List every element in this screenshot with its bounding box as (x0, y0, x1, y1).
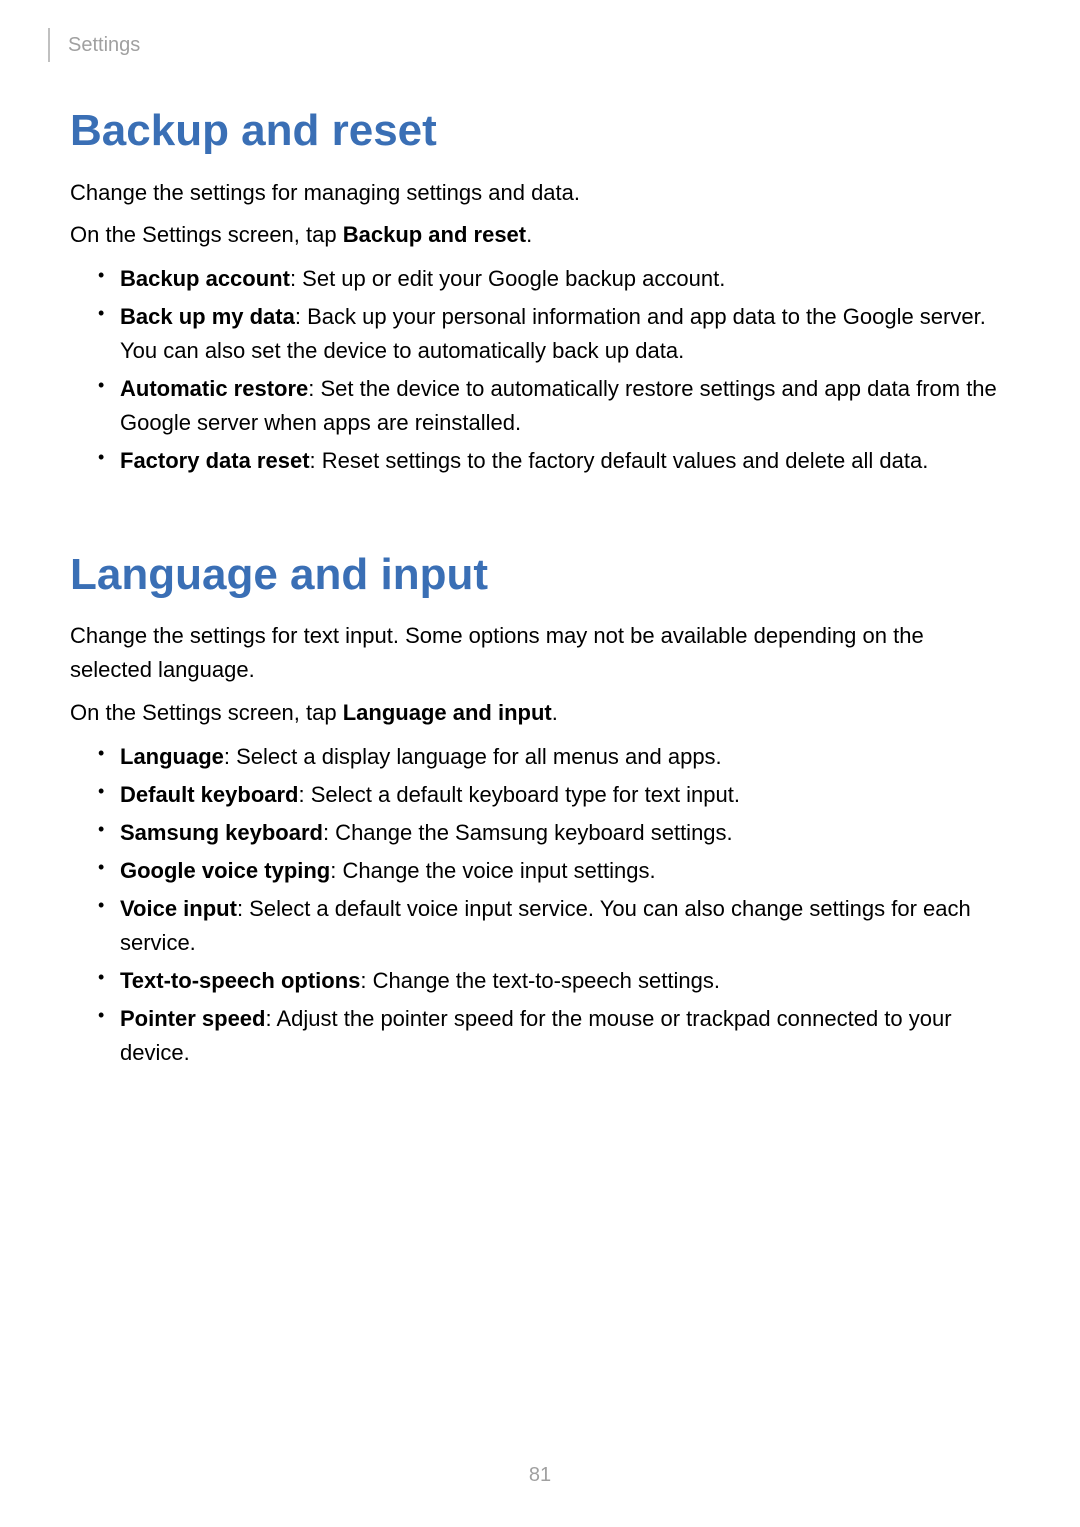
list-item: Automatic restore: Set the device to aut… (98, 372, 1010, 440)
instruction-suffix: . (526, 222, 532, 247)
section-language-and-input: Language and input Change the settings f… (70, 549, 1010, 1071)
list-item: Voice input: Select a default voice inpu… (98, 892, 1010, 960)
header-tab: Settings (48, 28, 140, 62)
header-tab-divider (48, 28, 50, 62)
section-backup-and-reset: Backup and reset Change the settings for… (70, 105, 1010, 479)
page-content: Backup and reset Change the settings for… (0, 0, 1080, 1070)
instruction-suffix: . (552, 700, 558, 725)
list-item-desc: : Change the voice input settings. (330, 858, 655, 883)
list-item-term: Language (120, 744, 224, 769)
list-item: Backup account: Set up or edit your Goog… (98, 262, 1010, 296)
list-item: Samsung keyboard: Change the Samsung key… (98, 816, 1010, 850)
list-item-term: Back up my data (120, 304, 295, 329)
list-item: Back up my data: Back up your personal i… (98, 300, 1010, 368)
list-item: Google voice typing: Change the voice in… (98, 854, 1010, 888)
section-intro-backup: Change the settings for managing setting… (70, 176, 1010, 210)
list-item-desc: : Reset settings to the factory default … (310, 448, 929, 473)
bullet-list-backup: Backup account: Set up or edit your Goog… (70, 262, 1010, 479)
list-item-term: Voice input (120, 896, 237, 921)
list-item: Factory data reset: Reset settings to th… (98, 444, 1010, 478)
section-instruction-backup: On the Settings screen, tap Backup and r… (70, 218, 1010, 252)
list-item-desc: : Select a default keyboard type for tex… (299, 782, 740, 807)
list-item-term: Samsung keyboard (120, 820, 323, 845)
list-item-desc: : Set up or edit your Google backup acco… (290, 266, 725, 291)
instruction-bold: Backup and reset (343, 222, 526, 247)
list-item-term: Default keyboard (120, 782, 299, 807)
instruction-prefix: On the Settings screen, tap (70, 222, 343, 247)
section-title-language: Language and input (70, 549, 1010, 602)
list-item: Pointer speed: Adjust the pointer speed … (98, 1002, 1010, 1070)
instruction-bold: Language and input (343, 700, 552, 725)
list-item-term: Text-to-speech options (120, 968, 360, 993)
instruction-prefix: On the Settings screen, tap (70, 700, 343, 725)
list-item-desc: : Change the Samsung keyboard settings. (323, 820, 733, 845)
list-item: Text-to-speech options: Change the text-… (98, 964, 1010, 998)
list-item-term: Pointer speed (120, 1006, 265, 1031)
list-item-term: Factory data reset (120, 448, 310, 473)
section-instruction-language: On the Settings screen, tap Language and… (70, 696, 1010, 730)
page-number: 81 (0, 1464, 1080, 1487)
list-item-desc: : Select a display language for all menu… (224, 744, 722, 769)
section-title-backup: Backup and reset (70, 105, 1010, 158)
section-intro-language: Change the settings for text input. Some… (70, 619, 1010, 687)
header-tab-label: Settings (68, 34, 140, 57)
list-item-desc: : Change the text-to-speech settings. (360, 968, 720, 993)
list-item: Language: Select a display language for … (98, 740, 1010, 774)
bullet-list-language: Language: Select a display language for … (70, 740, 1010, 1071)
list-item-desc: : Select a default voice input service. … (120, 896, 971, 955)
list-item-term: Automatic restore (120, 376, 308, 401)
list-item-term: Google voice typing (120, 858, 330, 883)
list-item-term: Backup account (120, 266, 290, 291)
list-item: Default keyboard: Select a default keybo… (98, 778, 1010, 812)
